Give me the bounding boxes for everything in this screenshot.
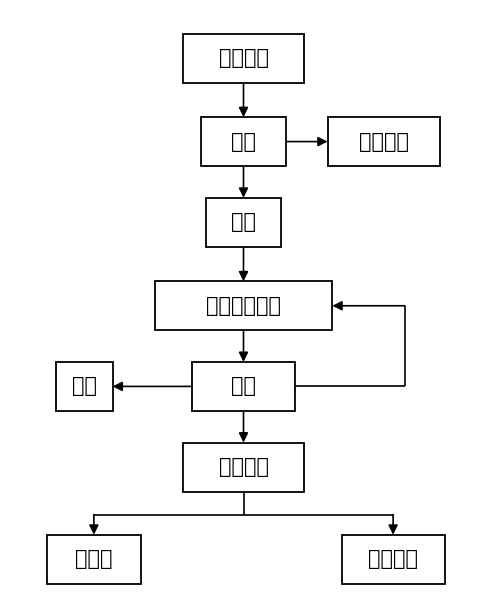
Bar <box>56 362 112 411</box>
Bar <box>206 198 281 247</box>
Bar <box>183 34 304 83</box>
Bar <box>47 535 141 584</box>
Bar <box>192 362 295 411</box>
Bar <box>183 443 304 491</box>
Bar <box>155 281 332 330</box>
Text: 金属铜: 金属铜 <box>75 549 112 569</box>
Text: 玻璃纤维: 玻璃纤维 <box>368 549 418 569</box>
Text: 电子元件: 电子元件 <box>359 131 409 152</box>
Bar <box>328 117 440 166</box>
Text: 碳粉: 碳粉 <box>72 376 97 397</box>
Text: 一级光辊碾压: 一级光辊碾压 <box>206 296 281 316</box>
Text: 热解: 热解 <box>231 212 256 232</box>
Text: 废电路板: 废电路板 <box>219 48 268 68</box>
Text: 拆解: 拆解 <box>231 131 256 152</box>
Text: 风力分选: 风力分选 <box>219 457 268 477</box>
Bar <box>202 117 285 166</box>
Bar <box>342 535 445 584</box>
Text: 筛分: 筛分 <box>231 376 256 397</box>
